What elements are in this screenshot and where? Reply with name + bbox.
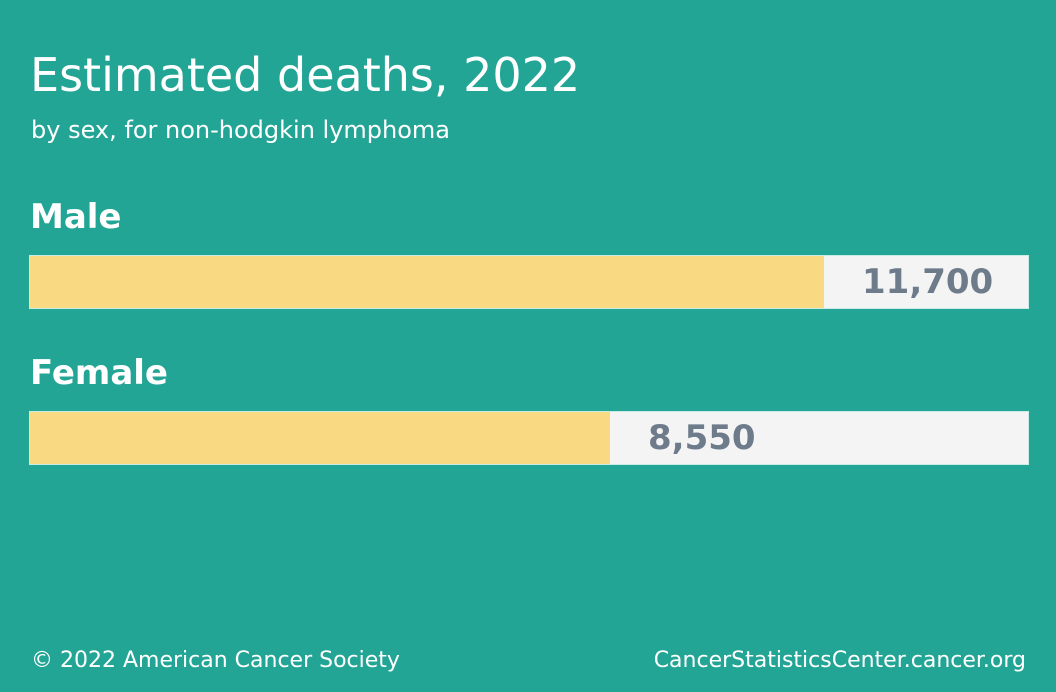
website-link[interactable]: CancerStatisticsCenter.cancer.org: [653, 648, 1026, 673]
bar-track-female: 8,550: [30, 412, 1028, 464]
chart-title: Estimated deaths, 2022: [30, 48, 581, 102]
bar-male: [30, 256, 824, 308]
category-label-male: Male: [30, 197, 122, 237]
bar-track-male: 11,700: [30, 256, 1028, 308]
value-label-male: 11,700: [862, 262, 994, 302]
value-label-female: 8,550: [648, 418, 756, 458]
chart-subtitle: by sex, for non-hodgkin lymphoma: [31, 116, 451, 144]
bar-female: [30, 412, 610, 464]
category-label-female: Female: [30, 353, 168, 393]
copyright-text: © 2022 American Cancer Society: [31, 648, 400, 673]
